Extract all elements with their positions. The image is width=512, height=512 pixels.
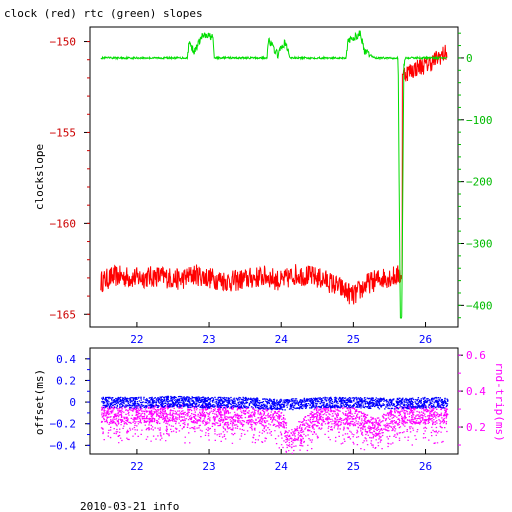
series-rtc-line xyxy=(100,30,448,319)
top-panel-frame xyxy=(89,26,459,328)
x-tick-label: 25 xyxy=(347,460,360,473)
x-tick-label: 26 xyxy=(419,460,432,473)
y-tick-label-right: −200 xyxy=(466,176,493,189)
y-tick-label-right: 0.2 xyxy=(466,421,486,434)
chart-title: clock (red) rtc (green) slopes xyxy=(4,7,203,20)
y-tick-label-right: 0.4 xyxy=(466,385,486,398)
x-tick-label: 23 xyxy=(202,460,215,473)
y-axis-label-offset: offset(ms) xyxy=(33,369,46,435)
x-tick-label: 22 xyxy=(130,460,143,473)
x-tick-label: 22 xyxy=(130,333,143,346)
x-tick-label: 24 xyxy=(275,460,289,473)
series-offset-points xyxy=(101,395,449,411)
bottom-panel-ticks: 0.4 0.2 0 −0.2 −0.4 0.6 0.4 0.2 22 23 24 25 26 xyxy=(50,349,487,473)
y-tick-label-right: 0 xyxy=(466,52,473,65)
y-tick-label-right: −400 xyxy=(466,299,493,312)
y-tick-label-right: −300 xyxy=(466,237,493,250)
y-tick-label-right: −100 xyxy=(466,114,493,127)
y-tick-label-left: −165 xyxy=(50,308,77,321)
x-tick-label: 24 xyxy=(275,333,289,346)
bottom-panel: 0.4 0.2 0 −0.2 −0.4 0.6 0.4 0.2 22 23 24 25 26 offse… xyxy=(33,347,506,473)
y-tick-label-left: −155 xyxy=(50,126,77,139)
series-rndtrip-points xyxy=(100,404,449,454)
bottom-panel-series xyxy=(100,395,449,454)
top-panel: −150 −155 −160 −165 0 −100 −200 −300 −400 22 23 24 2… xyxy=(33,26,493,346)
footer-date: 2010-03-21 info xyxy=(80,500,179,512)
y-tick-label-left: −0.2 xyxy=(50,418,77,431)
y-tick-label-left: −0.4 xyxy=(50,439,77,452)
x-tick-label: 26 xyxy=(419,333,432,346)
y-tick-label-right: 0.6 xyxy=(466,349,486,362)
series-clock-line xyxy=(100,44,448,305)
y-tick-label-left: 0 xyxy=(69,396,76,409)
y-axis-label-rndtrip: rnd-trip(ms) xyxy=(493,362,506,441)
y-tick-label-left: 0.2 xyxy=(56,374,76,387)
x-tick-label: 23 xyxy=(202,333,215,346)
top-panel-ticks: −150 −155 −160 −165 0 −100 −200 −300 −400 22 23 24 2… xyxy=(50,32,493,346)
y-tick-label-left: −150 xyxy=(50,36,77,49)
bottom-panel-frame xyxy=(89,347,459,455)
y-tick-label-left: 0.4 xyxy=(56,353,76,366)
x-tick-label: 25 xyxy=(347,333,360,346)
y-axis-label-clockslope: clockslope xyxy=(33,144,46,210)
top-panel-series xyxy=(100,30,448,319)
y-tick-label-left: −160 xyxy=(50,217,77,230)
